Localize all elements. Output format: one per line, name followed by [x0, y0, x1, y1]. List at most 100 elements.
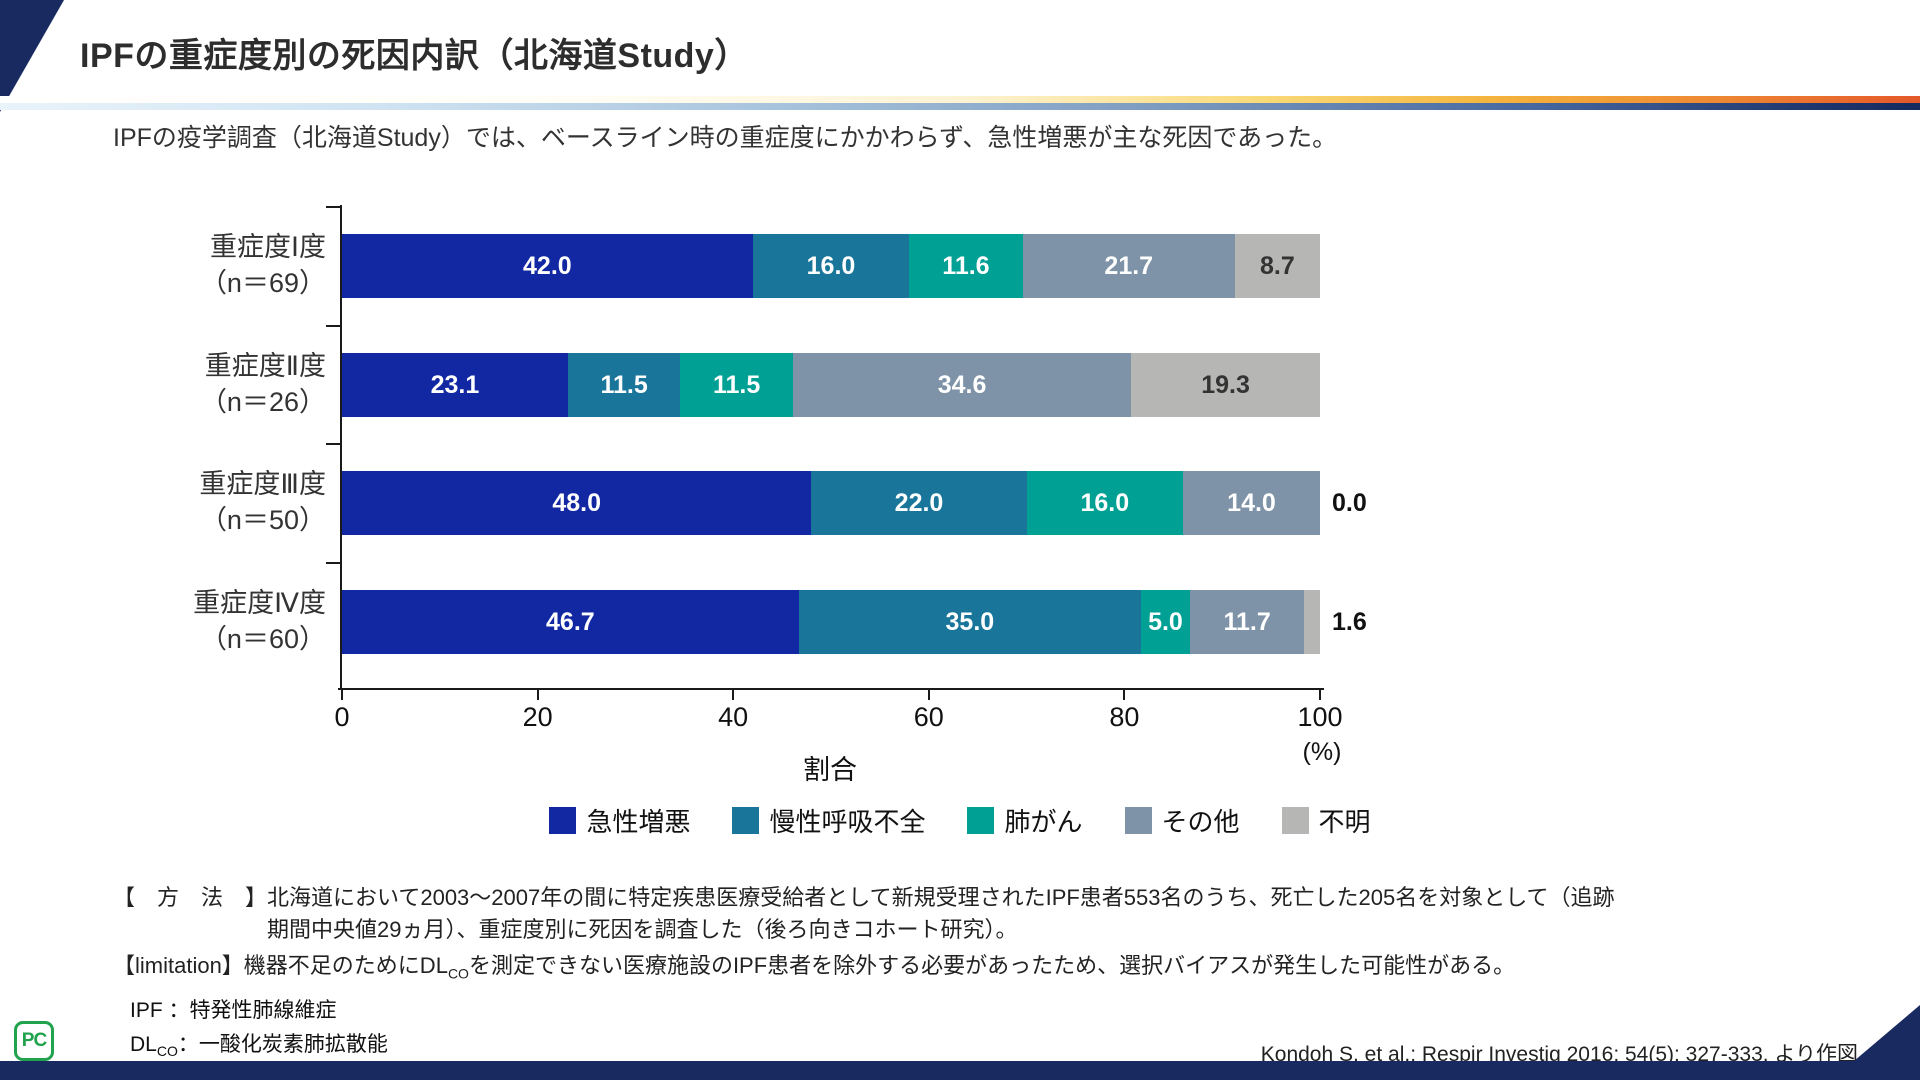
bar-segment: 19.3 [1131, 353, 1320, 417]
abbreviation-dlco-prefix: DL [130, 1032, 157, 1056]
x-tick [341, 690, 343, 700]
segment-value: 19.3 [1201, 370, 1250, 399]
segment-value: 48.0 [552, 488, 602, 517]
x-tick [1123, 690, 1126, 700]
bar-segment: 14.0 [1183, 471, 1320, 535]
legend-swatch [967, 806, 995, 834]
bar-segment: 16.0 [752, 234, 910, 298]
y-axis-line [340, 205, 342, 688]
category-label: 重症度Ⅰ度 （n＝69） [40, 232, 326, 298]
segment-value: 23.1 [430, 370, 480, 399]
method-line-1: 北海道において2003～2007年の間に特定疾患医療受給者として新規受理されたI… [267, 885, 1615, 910]
x-tick-label: 60 [913, 702, 944, 732]
segment-value: 16.0 [1080, 488, 1130, 517]
method-line-2: 期間中央値29ヵ月）、重症度別に死因を調査した（後ろ向きコホート研究）。 [267, 916, 1018, 942]
legend-swatch [549, 806, 577, 834]
segment-value: 5.0 [1148, 607, 1183, 636]
bar-segment: 35.0 [798, 590, 1142, 654]
x-tick [927, 690, 930, 700]
segment-value: 35.0 [945, 607, 995, 636]
segment-value: 21.7 [1104, 251, 1154, 280]
bar-segment [1304, 590, 1320, 654]
bottom-band-decoration [0, 1061, 1920, 1080]
bar-segment: 8.7 [1234, 234, 1320, 298]
legend-item: 肺がん [967, 802, 1083, 839]
bar-segment: 11.6 [909, 234, 1023, 298]
gradient-strip-warm [0, 96, 1920, 103]
segment-value: 46.7 [546, 607, 595, 636]
brand-logo-text: PC [21, 1030, 47, 1051]
abbreviation-list: IPF ：特発性肺線維症 DLCO：一酸化炭素肺拡散能 [130, 994, 388, 1062]
brand-logo: PC [14, 1021, 54, 1061]
n-count-label: （n＝26） [199, 387, 326, 417]
stacked-bar-chart: 重症度Ⅰ度 （n＝69） 42.0 16.0 11.6 21.7 8.7 重症度Ⅱ度 （n＝26… [193, 205, 1367, 785]
abbreviation-ipf: IPF ：特発性肺線維症 [130, 999, 337, 1022]
legend-item: 慢性呼吸不全 [732, 802, 925, 839]
x-tick-label: 0 [334, 702, 350, 732]
x-tick-label: 20 [522, 702, 553, 732]
bar-segment: 22.0 [811, 471, 1027, 535]
method-footnote: 【 方 法 】 北海道において2003～2007年の間に特定疾患医療受給者として… [113, 882, 1615, 946]
segment-value-outside: 0.0 [1332, 488, 1367, 517]
legend-label: 肺がん [1004, 806, 1083, 837]
category-label: 重症度Ⅱ度 （n＝26） [40, 351, 326, 417]
bar-segment: 5.0 [1141, 590, 1190, 654]
bar-row: 46.7 35.0 5.0 11.7 [342, 590, 1320, 654]
limitation-subscript: CO [447, 965, 469, 982]
segment-value: 42.0 [523, 251, 572, 280]
bar-segment: 16.0 [1026, 471, 1184, 535]
n-count-label: （n＝69） [199, 268, 326, 298]
x-tick-label: 40 [718, 702, 749, 732]
x-tick [732, 690, 735, 700]
segment-value: 11.5 [712, 370, 761, 399]
bar-segment: 23.1 [342, 353, 568, 417]
limitation-footnote: 【limitation】機器不足のためにDLCOを測定できない医療施設のIPF患… [113, 948, 1515, 981]
limitation-suffix: を測定できない医療施設のIPF患者を除外する必要があったため、選択バイアスが発生… [468, 953, 1516, 978]
segment-value: 11.6 [942, 251, 990, 280]
segment-value: 16.0 [806, 251, 856, 280]
legend-item: 不明 [1281, 802, 1371, 839]
bar-segment: 11.7 [1189, 590, 1305, 654]
category-label: 重症度Ⅲ度 （n＝50） [40, 469, 326, 535]
segment-value: 8.7 [1260, 251, 1295, 280]
abbreviation-dlco-suffix: ：一酸化炭素肺拡散能 [177, 1032, 388, 1056]
segment-value: 14.0 [1227, 488, 1276, 517]
severity-label: 重症度Ⅳ度 [193, 588, 326, 619]
segment-value: 22.0 [894, 488, 944, 517]
page-title: IPFの重症度別の死因内訳（北海道Study） [80, 37, 749, 75]
legend-label: その他 [1161, 806, 1240, 837]
bar-segment: 34.6 [792, 353, 1132, 417]
category-tick [326, 206, 340, 208]
abbreviation-dlco-subscript: CO [156, 1042, 178, 1059]
method-footnote-label: 【 方 法 】 [113, 885, 268, 910]
x-tick [1319, 690, 1321, 700]
x-tick-label: 80 [1109, 702, 1140, 732]
category-tick [326, 325, 340, 327]
bottom-wedge-decoration [1854, 1005, 1920, 1061]
n-count-label: （n＝50） [199, 505, 326, 535]
bar-row: 48.0 22.0 16.0 14.0 [342, 471, 1320, 535]
citation: Kondoh S. et al.: Respir Investig 2016; … [1260, 1043, 1858, 1066]
x-tick [536, 690, 539, 700]
severity-label: 重症度Ⅰ度 [210, 232, 326, 263]
chart-legend: 急性増悪 慢性呼吸不全 肺がん その他 不明 [0, 802, 1920, 839]
severity-label: 重症度Ⅲ度 [199, 469, 326, 500]
legend-item: 急性増悪 [549, 802, 690, 839]
method-footnote-text: 北海道において2003～2007年の間に特定疾患医療受給者として新規受理されたI… [267, 882, 1615, 946]
x-axis-line [338, 688, 1324, 690]
legend-swatch [1281, 806, 1309, 834]
segment-value-outside: 1.6 [1332, 607, 1367, 636]
legend-item: その他 [1124, 802, 1240, 839]
bar-segment: 11.5 [567, 353, 681, 417]
category-tick [326, 562, 340, 564]
x-axis-title: 割合 [803, 755, 857, 785]
segment-value: 34.6 [937, 370, 987, 399]
legend-swatch [1124, 806, 1152, 834]
n-count-label: （n＝60） [199, 624, 326, 654]
bar-segment: 48.0 [342, 471, 812, 535]
bar-segment: 42.0 [342, 234, 753, 298]
x-tick-label: 100 [1297, 702, 1343, 732]
x-axis-unit: (%) [1302, 738, 1342, 766]
legend-label: 急性増悪 [586, 806, 691, 837]
bar-segment: 11.5 [680, 353, 793, 417]
